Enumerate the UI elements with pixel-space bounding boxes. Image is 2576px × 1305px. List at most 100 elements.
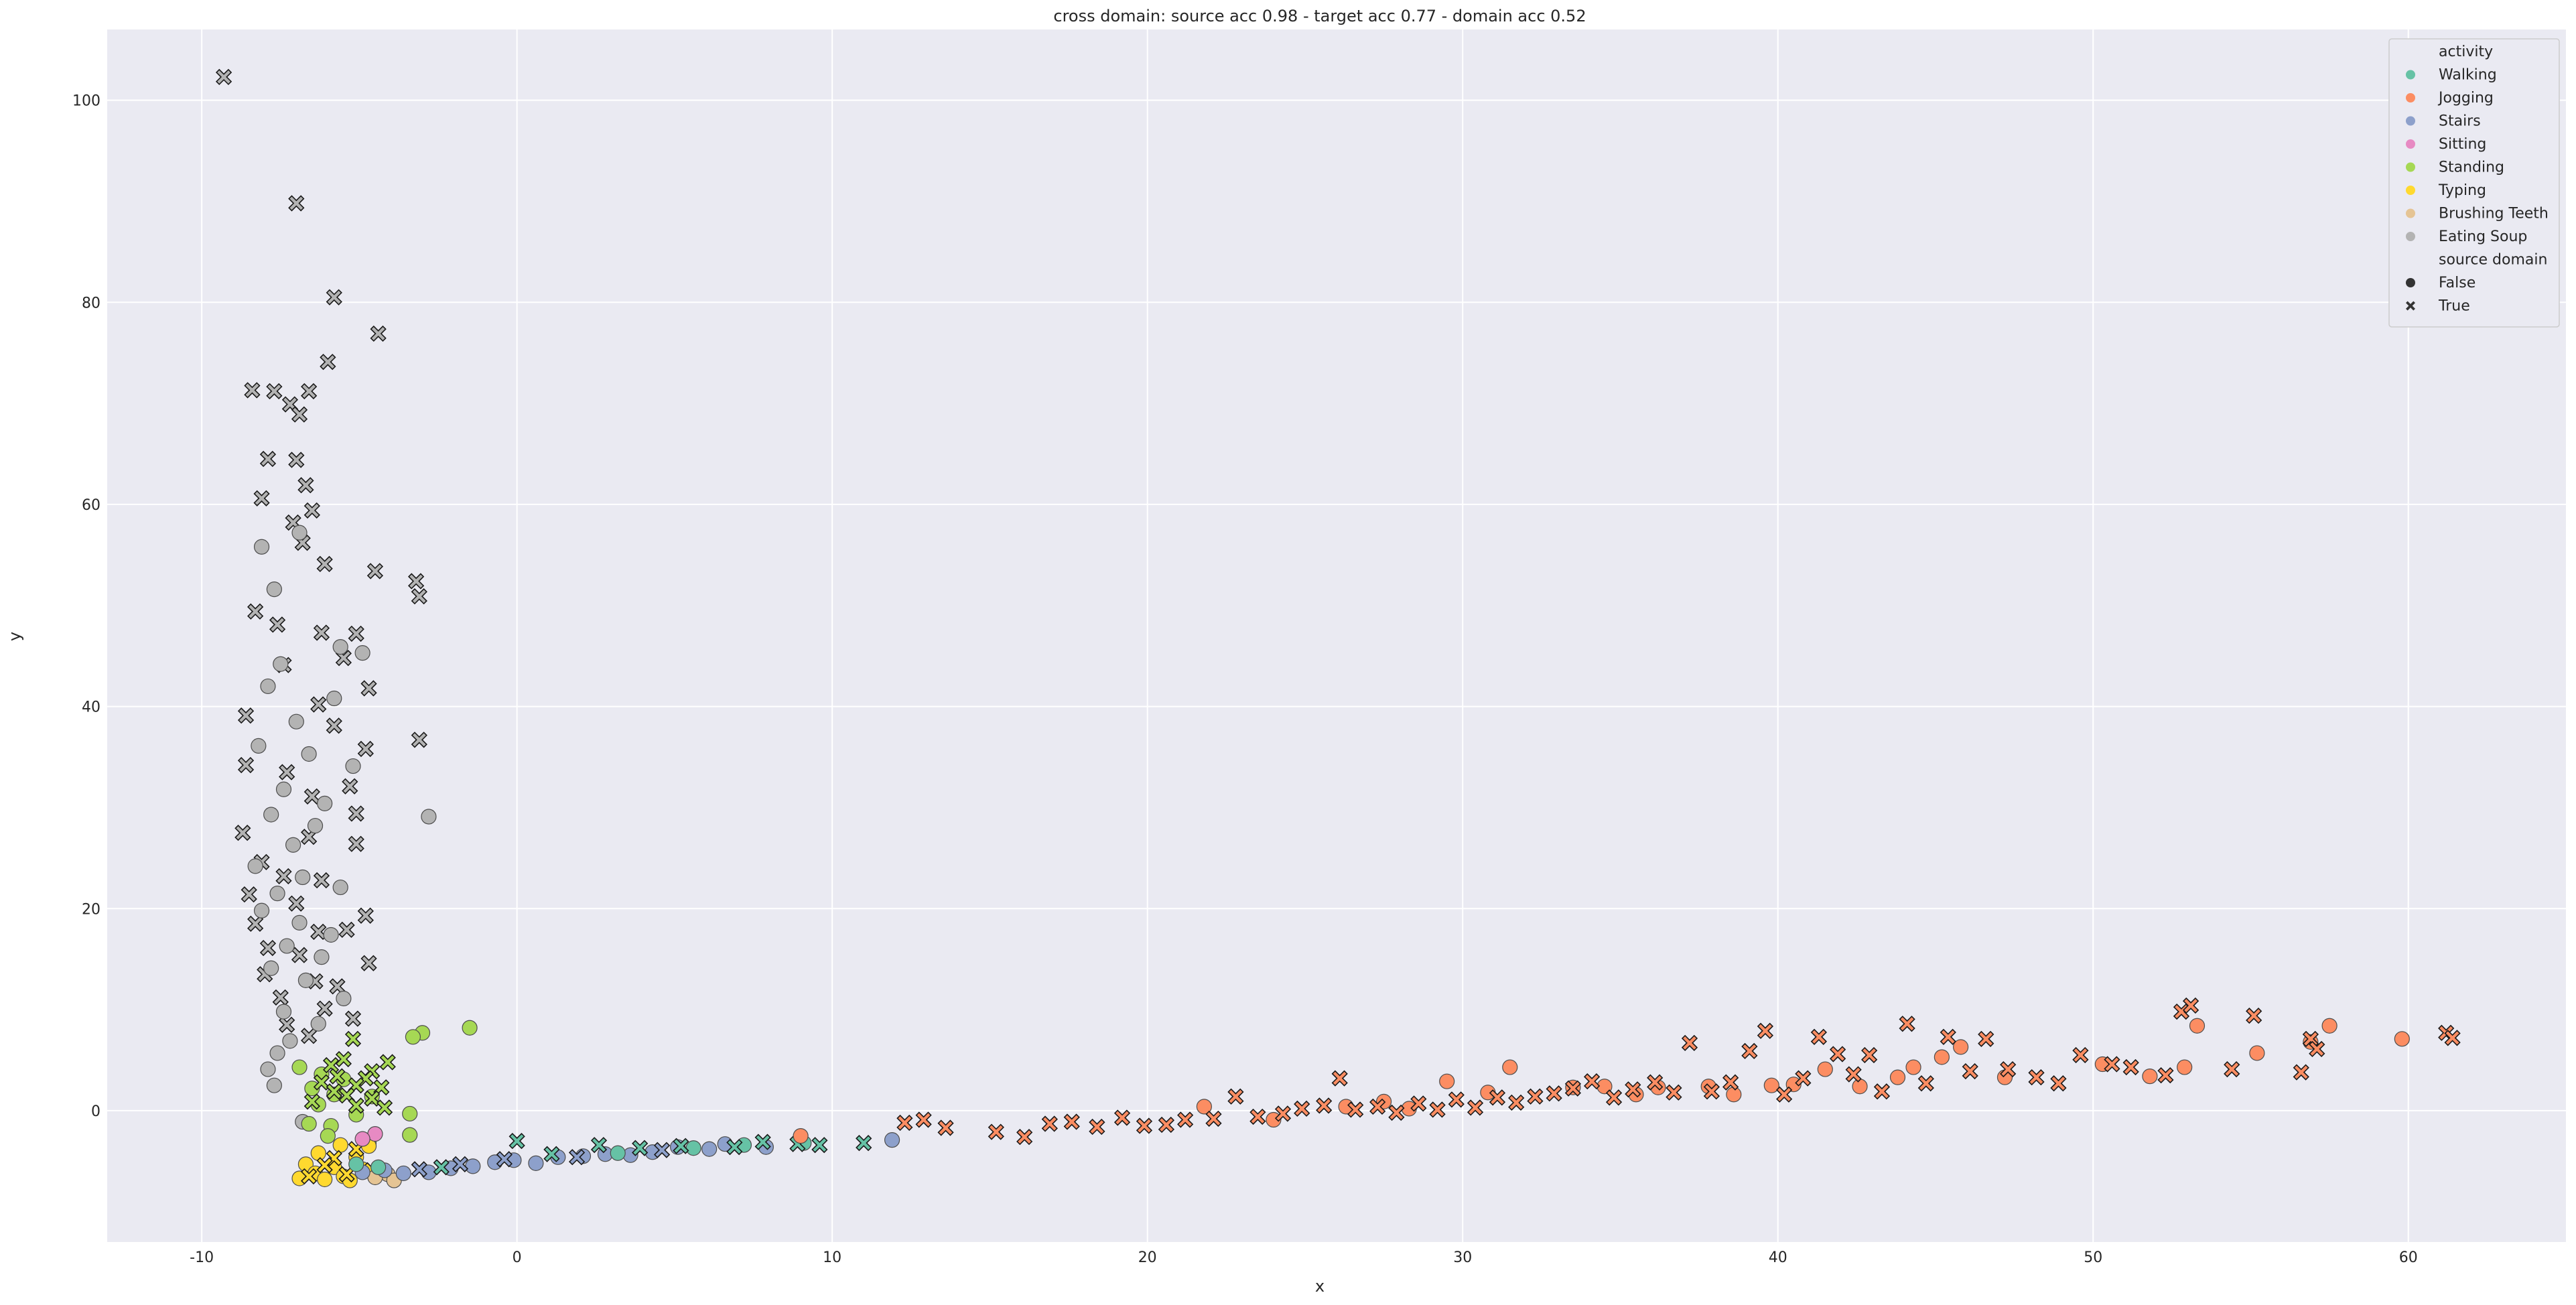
point-eating-soup-target	[297, 972, 314, 988]
point-sitting-target	[354, 1131, 370, 1147]
point-jogging-target	[1439, 1073, 1455, 1089]
point-jogging-source	[1873, 1083, 1891, 1100]
point-eating-soup-source	[215, 68, 232, 86]
point-jogging-source	[2309, 1040, 2325, 1058]
point-eating-soup-target	[291, 525, 308, 541]
x-tick-label: 60	[2399, 1249, 2418, 1266]
point-typing-source	[300, 1168, 318, 1185]
point-eating-soup-target	[269, 886, 285, 902]
point-jogging-source	[1177, 1111, 1194, 1128]
x-axis-label: x	[1315, 1277, 1325, 1296]
point-walking-target	[370, 1159, 387, 1175]
y-tick-label: 0	[91, 1103, 100, 1120]
point-jogging-source	[1016, 1128, 1033, 1146]
point-jogging-source	[2302, 1030, 2319, 1047]
y-tick-label: 100	[72, 93, 100, 110]
point-eating-soup-target	[326, 690, 342, 707]
point-eating-soup-target	[260, 678, 276, 695]
point-eating-soup-source	[237, 707, 255, 724]
point-eating-soup-target	[260, 1061, 276, 1077]
point-jogging-source	[2000, 1060, 2017, 1078]
point-standing-source	[344, 1030, 362, 1047]
point-jogging-source	[1294, 1100, 1310, 1117]
point-eating-soup-source	[300, 383, 318, 400]
point-eating-soup-source	[360, 680, 377, 697]
point-standing-source	[348, 1097, 364, 1114]
point-eating-soup-source	[370, 325, 387, 342]
legend-marker-standing	[2406, 162, 2415, 172]
point-jogging-source	[1041, 1115, 1058, 1132]
point-jogging-source	[1158, 1116, 1175, 1134]
point-jogging-source	[1331, 1070, 1348, 1087]
point-jogging-source	[1940, 1028, 1956, 1045]
point-jogging-source	[2444, 1030, 2461, 1046]
point-jogging-target	[1763, 1077, 1779, 1093]
point-jogging-source	[2182, 997, 2199, 1014]
point-eating-soup-target	[282, 1033, 298, 1049]
point-walking-source	[856, 1135, 872, 1152]
point-eating-soup-source	[279, 1016, 295, 1033]
legend-marker-sitting	[2406, 139, 2415, 149]
point-stairs-source	[452, 1156, 469, 1172]
point-eating-soup-source	[275, 868, 292, 885]
point-jogging-target	[2142, 1069, 2158, 1085]
point-jogging-target	[2189, 1018, 2206, 1034]
point-eating-soup-source	[320, 354, 336, 370]
point-jogging-source	[1136, 1117, 1153, 1134]
point-eating-soup-target	[285, 837, 301, 853]
point-eating-soup-source	[348, 835, 364, 852]
point-standing-target	[291, 1059, 308, 1075]
legend-label-domain-true: True	[2438, 298, 2470, 315]
point-standing-target	[405, 1029, 421, 1045]
point-eating-soup-target	[279, 938, 295, 954]
point-eating-soup-source	[266, 383, 283, 400]
chart-title: cross domain: source acc 0.98 - target a…	[1053, 7, 1586, 25]
point-standing-source	[303, 1093, 320, 1110]
point-eating-soup-source	[297, 477, 314, 494]
point-eating-soup-target	[354, 645, 370, 661]
point-eating-soup-source	[357, 740, 374, 758]
point-eating-soup-target	[251, 738, 267, 754]
legend-label-domain-false: False	[2439, 275, 2476, 291]
point-stairs-source	[568, 1149, 586, 1166]
point-walking-source	[543, 1146, 560, 1162]
point-jogging-source	[1546, 1085, 1562, 1102]
point-jogging-source	[1316, 1097, 1333, 1114]
legend-title-source-domain: source domain	[2439, 252, 2547, 269]
point-typing-target	[332, 1137, 348, 1153]
point-walking-target	[610, 1145, 626, 1161]
legend-label-brushing-teeth: Brushing Teeth	[2439, 206, 2549, 222]
data-points	[215, 68, 2461, 1188]
point-eating-soup-source	[288, 895, 305, 912]
point-jogging-source	[1089, 1118, 1105, 1136]
point-eating-soup-source	[300, 829, 318, 845]
legend-label-sitting: Sitting	[2439, 136, 2486, 153]
point-walking-target	[685, 1140, 701, 1156]
legend-label-eating-soup: Eating Soup	[2439, 228, 2527, 245]
legend: activity Walking Jogging Stairs Sitting Stand…	[2388, 38, 2560, 328]
legend-label-stairs: Stairs	[2439, 113, 2481, 130]
point-jogging-source	[1347, 1101, 1364, 1118]
point-eating-soup-target	[273, 656, 289, 672]
point-jogging-target	[2321, 1018, 2337, 1034]
point-jogging-source	[1429, 1101, 1446, 1118]
point-walking-source	[726, 1139, 743, 1156]
point-eating-soup-target	[263, 807, 279, 823]
point-eating-soup-source	[316, 555, 333, 573]
point-stairs-target	[528, 1155, 544, 1171]
point-jogging-target	[1726, 1087, 1742, 1103]
point-eating-soup-target	[253, 539, 270, 555]
point-eating-soup-source	[247, 915, 264, 933]
point-walking-source	[433, 1159, 450, 1176]
point-jogging-source	[1227, 1088, 1244, 1105]
point-eating-soup-source	[272, 989, 289, 1006]
point-eating-soup-source	[279, 764, 295, 780]
point-stairs-source	[411, 1161, 427, 1178]
x-tick-label: 30	[1453, 1249, 1472, 1266]
point-eating-soup-target	[295, 869, 311, 886]
point-eating-soup-source	[247, 603, 264, 620]
point-eating-soup-target	[301, 746, 317, 762]
point-jogging-source	[2028, 1069, 2045, 1086]
legend-label-walking: Walking	[2439, 67, 2497, 84]
point-standing-target	[301, 1115, 317, 1132]
